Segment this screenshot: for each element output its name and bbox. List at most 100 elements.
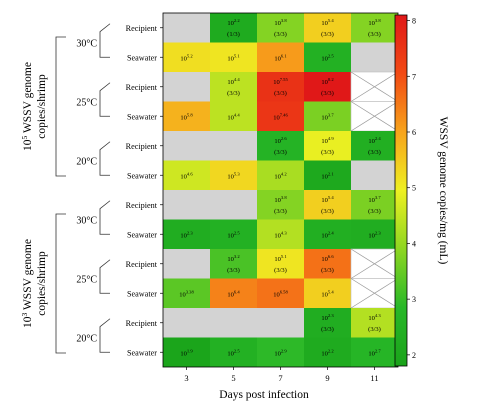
- cell-ratio-label: (3/3): [368, 149, 381, 156]
- row-label: Seawater: [127, 348, 157, 357]
- cell-ratio-label: (3/3): [368, 208, 381, 215]
- cell-ratio-label: (3/3): [274, 208, 287, 215]
- x-tick-label: 7: [278, 373, 282, 383]
- no-data-cross: [350, 101, 399, 132]
- row-label: Recipient: [126, 319, 158, 328]
- cell-value-label: 102.5: [227, 230, 240, 239]
- cell-ratio-label: (3/3): [368, 326, 381, 333]
- cell-value-label: 106.58: [273, 289, 288, 298]
- cell-value-label: 108.2: [321, 77, 334, 86]
- group-labels: 30°C 25°C 20°C 105 WSSV genome copies/shrimp…: [20, 23, 111, 354]
- cell-value-label: 103.8: [368, 18, 381, 27]
- cell-value-label: 102.4: [321, 230, 334, 239]
- cell-ratio-label: (3/3): [321, 267, 334, 274]
- heatmap-cell: [304, 190, 351, 220]
- x-tick-label: 9: [325, 373, 329, 383]
- cell-value-label: 104.4: [227, 77, 240, 86]
- heatmap-cell: [163, 131, 210, 161]
- heatmap-cell: [304, 278, 351, 308]
- heatmap-cell: [163, 278, 210, 308]
- group-bracket: [55, 213, 66, 354]
- cell-value-label: 105.8: [180, 112, 193, 121]
- temperature-bracket: [99, 23, 111, 58]
- heatmap-cell: [351, 308, 398, 338]
- cell-ratio-label: (3/3): [227, 90, 240, 97]
- heatmap-cell: [210, 278, 257, 308]
- cell-ratio-label: (3/3): [274, 90, 287, 97]
- cell-value-label: 102.1: [321, 171, 334, 180]
- x-tick-label: 11: [370, 373, 378, 383]
- heatmap-cell: [210, 72, 257, 102]
- heatmap-cell: [304, 219, 351, 249]
- temperature-label: 20°C: [76, 334, 97, 345]
- heatmap-cell: [304, 101, 351, 131]
- row-label: Seawater: [127, 112, 157, 121]
- cell-ratio-label: (3/3): [321, 149, 334, 156]
- temperature-label: 25°C: [76, 275, 97, 286]
- heatmap-cell: [304, 13, 351, 43]
- heatmap-cell: [210, 42, 257, 72]
- temperature-label: 20°C: [76, 157, 97, 168]
- heatmap-cell: [163, 190, 210, 220]
- temperature-bracket: [99, 318, 111, 353]
- heatmap-cell: [210, 249, 257, 279]
- heatmap-cell: [163, 160, 210, 190]
- heatmap-cell: [304, 72, 351, 102]
- heatmap-cell: [210, 101, 257, 131]
- cell-value-label: 104.4: [227, 112, 240, 121]
- colorbar-tick-label: 5: [412, 184, 416, 193]
- row-label: Seawater: [127, 289, 157, 298]
- temperature-label: 30°C: [76, 39, 97, 50]
- cell-value-label: 102.2: [321, 348, 334, 357]
- heatmap-cell: [210, 131, 257, 161]
- cell-value-label: 103.8: [274, 18, 287, 27]
- row-label: Recipient: [126, 201, 158, 210]
- heatmap-cell: [351, 42, 398, 72]
- cell-value-label: 102.3: [321, 313, 334, 322]
- group-label-main: 103 WSSV genome: [20, 239, 34, 328]
- group-label-sub: copies/shrimp: [36, 74, 48, 139]
- cell-value-label: 104.2: [274, 171, 287, 180]
- heatmap-cell: [257, 131, 304, 161]
- cell-value-label: 102.5: [321, 53, 334, 62]
- cell-value-label: 104.6: [180, 171, 193, 180]
- cell-value-label: 104.3: [368, 313, 381, 322]
- temperature-bracket: [99, 259, 111, 294]
- heatmap-cell: [163, 42, 210, 72]
- cell-ratio-label: (3/3): [321, 90, 334, 97]
- row-label: Recipient: [126, 260, 158, 269]
- cell-value-label: 106.4: [227, 289, 240, 298]
- heatmap-cell: [210, 337, 257, 367]
- colorbar-tick-label: 8: [412, 17, 416, 26]
- heatmap-cell: [163, 219, 210, 249]
- cell-value-label: 103.2: [227, 254, 240, 263]
- cell-value-label: 105.2: [180, 53, 193, 62]
- heatmap-cell: [304, 160, 351, 190]
- heatmap-cell: [210, 219, 257, 249]
- heatmap-cell: [257, 337, 304, 367]
- group-label-main: 105 WSSV genome: [20, 62, 34, 151]
- heatmap-cell: [257, 42, 304, 72]
- row-label: Recipient: [126, 24, 158, 33]
- heatmap-cell: [257, 278, 304, 308]
- heatmap-cell: [351, 219, 398, 249]
- heatmap-cell: [351, 13, 398, 43]
- row-label: Seawater: [127, 230, 157, 239]
- heatmap-cell: [304, 42, 351, 72]
- cell-ratio-label: (3/3): [227, 267, 240, 274]
- cell-value-label: 105.4: [321, 289, 334, 298]
- cell-value-label: 105.4: [321, 195, 334, 204]
- cell-value-label: 102.2: [227, 18, 240, 27]
- no-data-cross: [350, 71, 399, 102]
- cell-value-label: 106.1: [274, 53, 287, 62]
- heatmap-cell: [304, 131, 351, 161]
- temperature-bracket: [99, 141, 111, 176]
- heatmap-cell: [304, 308, 351, 338]
- temperature-bracket: [99, 200, 111, 235]
- colorbar: 2 3 4 5 6 7 8 WSSV genome copies/mg (mL): [394, 14, 449, 367]
- heatmap-cell: [210, 308, 257, 338]
- cell-value-label: 105.1: [227, 53, 240, 62]
- heatmap-cell: [257, 219, 304, 249]
- cell-value-label: 104.9: [321, 136, 334, 145]
- cell-ratio-label: (3/3): [274, 149, 287, 156]
